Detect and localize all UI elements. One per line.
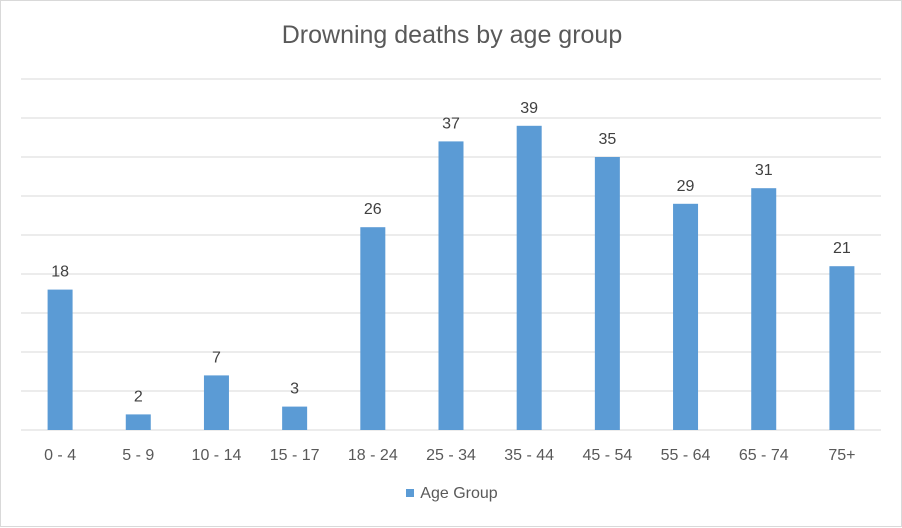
x-tick-label: 10 - 14	[192, 447, 242, 464]
x-tick-label: 65 - 74	[739, 447, 789, 464]
x-tick-label: 5 - 9	[122, 447, 154, 464]
data-label: 37	[442, 115, 460, 132]
bar-75plus	[829, 266, 855, 430]
data-label: 26	[364, 201, 382, 218]
data-label: 2	[134, 388, 143, 405]
legend-label: Age Group	[420, 485, 498, 502]
chart-legend: Age Group	[1, 485, 902, 503]
bar-55-64	[673, 203, 699, 430]
data-label: 31	[755, 162, 773, 179]
data-label: 18	[51, 264, 69, 281]
x-tick-label: 55 - 64	[661, 447, 711, 464]
bar-15-17	[282, 406, 308, 430]
bar-25-34	[438, 141, 464, 430]
data-label: 29	[677, 178, 695, 195]
bar-5-9	[125, 414, 151, 430]
bar-45-54	[594, 157, 620, 430]
legend-swatch	[406, 489, 415, 497]
x-tick-label: 15 - 17	[270, 447, 320, 464]
x-tick-label: 45 - 54	[582, 447, 632, 464]
data-label: 35	[598, 131, 616, 148]
bar-10-14	[203, 375, 229, 430]
x-tick-label: 25 - 34	[426, 447, 476, 464]
x-tick-label: 75+	[828, 447, 855, 464]
x-tick-label: 35 - 44	[504, 447, 554, 464]
bar-0-4	[47, 289, 73, 430]
chart-title: Drowning deaths by age group	[281, 21, 623, 49]
data-label: 39	[520, 100, 538, 117]
bar-18-24	[360, 227, 386, 430]
data-label: 21	[833, 240, 851, 257]
bar-35-44	[516, 125, 542, 431]
data-label: 7	[212, 349, 221, 366]
x-tick-label: 18 - 24	[348, 447, 398, 464]
data-label: 3	[290, 381, 299, 398]
bar-65-74	[751, 188, 777, 430]
x-tick-label: 0 - 4	[44, 447, 76, 464]
